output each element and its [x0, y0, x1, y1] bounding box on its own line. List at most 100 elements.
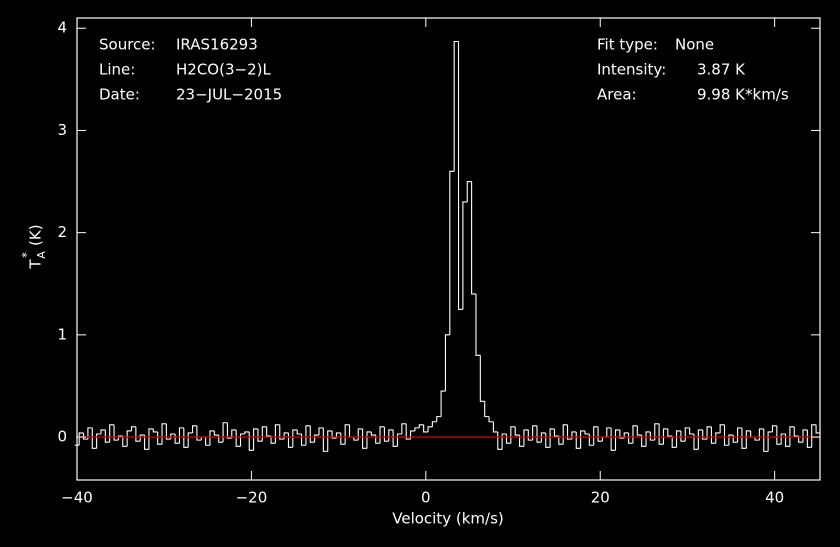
spectrum-channel [466, 180, 472, 202]
spectrum-channel [266, 426, 272, 437]
annotation-value: 23−JUL−2015 [176, 86, 282, 104]
spectrum-channel [566, 424, 572, 440]
spectrum-channel [270, 436, 276, 444]
spectrum-channel [449, 170, 455, 335]
spectrum-channel [144, 435, 149, 450]
annotation-label: Area: [597, 86, 637, 104]
spectrum-channel [222, 422, 228, 443]
spectrum-channel [418, 424, 424, 428]
spectrum-channel [776, 425, 782, 445]
spectrum-channel [292, 429, 298, 448]
spectrum-channel [78, 432, 84, 446]
y-label-unit: (K) [27, 224, 45, 246]
spectrum-channel [457, 41, 463, 310]
annotation-value: IRAS16293 [176, 36, 258, 54]
spectrum-channel [789, 426, 795, 447]
spectrum-channel [802, 429, 808, 443]
y-label-subscript: A [35, 251, 48, 259]
spectrum-channel [261, 426, 267, 442]
spectrum-channel [588, 434, 594, 446]
spectrum-channel [815, 424, 821, 434]
spectrum-channel [375, 435, 381, 444]
spectrum-channel [231, 429, 237, 439]
annotation-value: 9.98 K*km/s [697, 86, 789, 104]
spectrum-channel [702, 429, 708, 440]
spectrum-channel [767, 431, 773, 452]
spectrum-channel [104, 429, 110, 443]
spectrum-channel [811, 424, 817, 448]
spectrum-channel [187, 432, 193, 448]
spectrum-channel [453, 40, 459, 172]
spectrum-channel [405, 423, 411, 440]
spectrum-channel [553, 428, 559, 437]
annotation-label: Line: [99, 61, 135, 79]
spectrum-channel [662, 428, 668, 445]
spectrum-channel [619, 429, 625, 439]
spectrum-channel [126, 430, 132, 447]
spectrum-channel [444, 334, 450, 392]
spectrum-channel [610, 427, 616, 451]
spectrum-channel [484, 401, 490, 418]
spectrum-channel [139, 434, 145, 442]
spectrum-channel [353, 437, 359, 441]
spectrum-channel [109, 424, 115, 443]
spectrum-channel [301, 434, 306, 446]
x-tick-label: 0 [421, 489, 431, 507]
spectrum-channel [723, 424, 729, 446]
x-axis-label: Velocity (km/s) [392, 510, 503, 528]
spectrum-channel [314, 434, 319, 443]
y-tick-label: 2 [57, 223, 67, 241]
spectrum-channel [205, 437, 210, 446]
y-axis-label: T * A (K) [20, 224, 49, 269]
spectrum-channel [462, 201, 468, 310]
y-label-superscript: * [20, 252, 34, 258]
spectrum-channel [763, 428, 769, 452]
y-tick-label: 1 [57, 325, 67, 343]
annotation-label: Intensity: [597, 61, 666, 79]
spectrum-channel [501, 433, 507, 450]
spectrum-channel [91, 427, 97, 449]
spectrum-channel [135, 426, 141, 442]
annotation-label: Fit type: [597, 36, 658, 54]
annotation-value: H2CO(3−2)L [176, 61, 271, 79]
spectrum-channel [671, 436, 677, 448]
spectrum-channel [680, 430, 686, 442]
spectrum-channel [383, 426, 389, 442]
x-tick-label: −40 [61, 489, 93, 507]
spectrum-channel [235, 429, 241, 447]
x-tick-label: 40 [765, 489, 784, 507]
spectrum-channel [431, 421, 437, 427]
spectrum-channel [362, 428, 367, 449]
spectrum-channel [645, 431, 651, 447]
spectrum-channel [331, 430, 337, 439]
spectrum-channel [196, 425, 202, 441]
spectrum-channel [122, 436, 128, 447]
plot-area [74, 40, 821, 452]
spectrum-channel [492, 421, 498, 433]
spectrum-channel [558, 436, 564, 445]
spectrum-channel [741, 427, 747, 449]
spectrum-channel [614, 429, 620, 451]
spectrum-channel [327, 430, 333, 452]
annotation-value: None [675, 36, 714, 54]
spectrum-channel [593, 426, 599, 446]
spectrum-channel [113, 424, 119, 441]
y-tick-label: 0 [57, 428, 67, 446]
spectrum-channel [488, 416, 494, 423]
annotation-label: Date: [99, 86, 140, 104]
spectrum-channel [519, 435, 524, 447]
spectrum-channel [580, 430, 585, 449]
spectrum-channel [130, 426, 136, 431]
spectrum-channel [806, 429, 812, 448]
spectrum-channel [309, 425, 315, 443]
spectrum-channel [675, 430, 681, 448]
spectrum-channel [785, 434, 790, 447]
spectrum-channel [745, 430, 751, 449]
spectrum-channel [780, 433, 786, 445]
spectrum-channel [514, 426, 520, 436]
spectrum-channel [396, 433, 402, 447]
spectrum-channel [540, 432, 546, 443]
y-tick-label: 4 [57, 19, 67, 37]
spectrum-channel [239, 433, 245, 447]
